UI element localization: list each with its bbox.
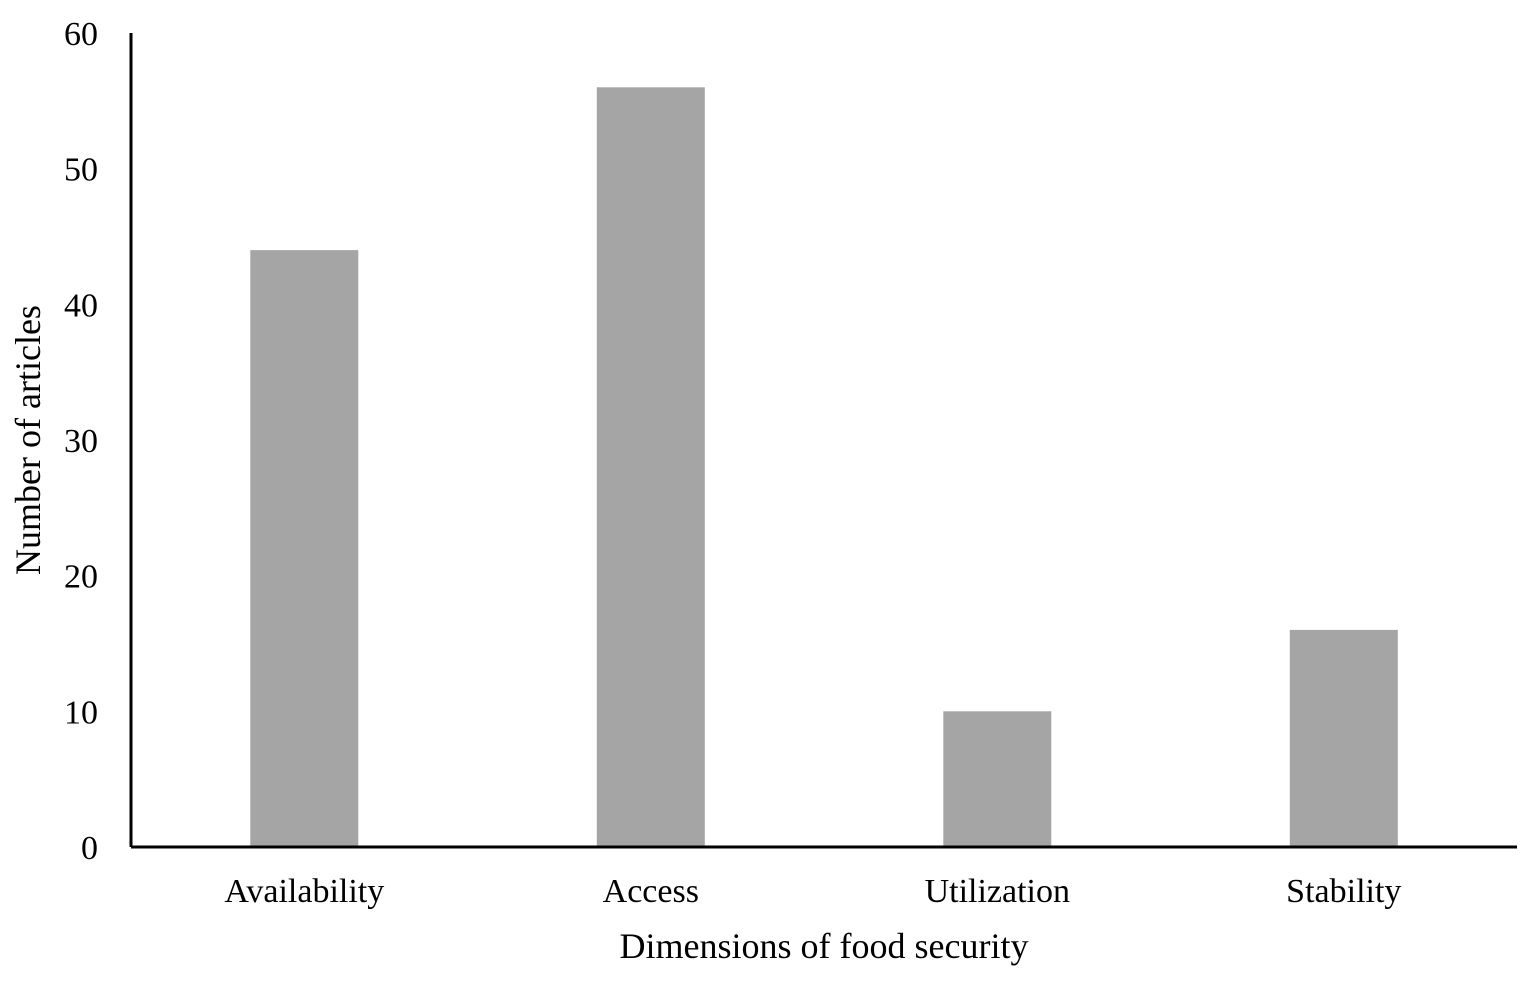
- y-tick-label-20: 20: [64, 559, 98, 596]
- x-tick-label-stability: Stability: [1286, 873, 1401, 910]
- y-tick-label-50: 50: [64, 152, 98, 189]
- y-tick-label-30: 30: [64, 423, 98, 460]
- y-tick-label-60: 60: [64, 16, 98, 53]
- x-tick-label-availability: Availability: [224, 873, 384, 910]
- x-tick-labels: Availability Access Utilization Stability: [224, 873, 1401, 910]
- x-axis-title: Dimensions of food security: [620, 926, 1029, 966]
- y-tick-label-0: 0: [81, 830, 98, 867]
- y-tick-label-40: 40: [64, 287, 98, 324]
- y-tick-labels: 0 10 20 30 40 50 60: [64, 16, 98, 867]
- bars-group: [250, 87, 1398, 848]
- bar-availability: [250, 250, 359, 848]
- bar-stability: [1289, 629, 1398, 847]
- bar-utilization: [943, 711, 1052, 847]
- x-tick-label-utilization: Utilization: [925, 873, 1070, 910]
- y-axis-title: Number of articles: [8, 305, 48, 575]
- y-tick-label-10: 10: [64, 694, 98, 731]
- bar-access: [596, 87, 705, 848]
- x-tick-label-access: Access: [603, 873, 699, 910]
